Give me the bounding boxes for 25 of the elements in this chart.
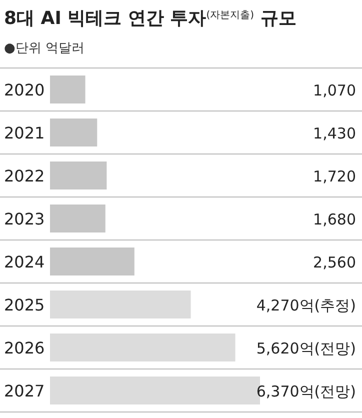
y-tick-label: 2027 — [4, 382, 45, 400]
bar — [50, 248, 134, 276]
bar — [50, 204, 106, 232]
y-tick-label: 2022 — [4, 166, 45, 186]
chart-title: 8대 AI 빅테크 연간 투자$^{(자본지출)}$ 규모 — [4, 8, 296, 29]
y-tick-label: 2024 — [4, 252, 45, 272]
y-tick-label: 2026 — [4, 338, 45, 358]
bar — [50, 334, 236, 362]
data-label: 6,370억(전망) — [256, 382, 356, 400]
y-tick-label: 2021 — [4, 124, 45, 142]
bar — [50, 76, 86, 104]
data-label: 1,720 — [313, 168, 356, 186]
bar — [50, 118, 98, 146]
data-label: 1,430 — [313, 124, 356, 142]
chart-subtitle: ●단위 억달러 — [4, 41, 84, 56]
data-label: 5,620억(전망) — [256, 340, 356, 358]
bar — [50, 162, 107, 190]
y-tick-label: 2025 — [4, 296, 45, 314]
y-tick-label: 2020 — [4, 80, 45, 100]
y-tick-label: 2023 — [4, 210, 45, 228]
data-label: 2,560 — [313, 254, 356, 272]
data-label: 4,270억(추정) — [256, 296, 356, 314]
bar — [50, 290, 191, 318]
data-label: 1,070 — [313, 82, 356, 100]
data-label: 1,680 — [313, 210, 356, 228]
